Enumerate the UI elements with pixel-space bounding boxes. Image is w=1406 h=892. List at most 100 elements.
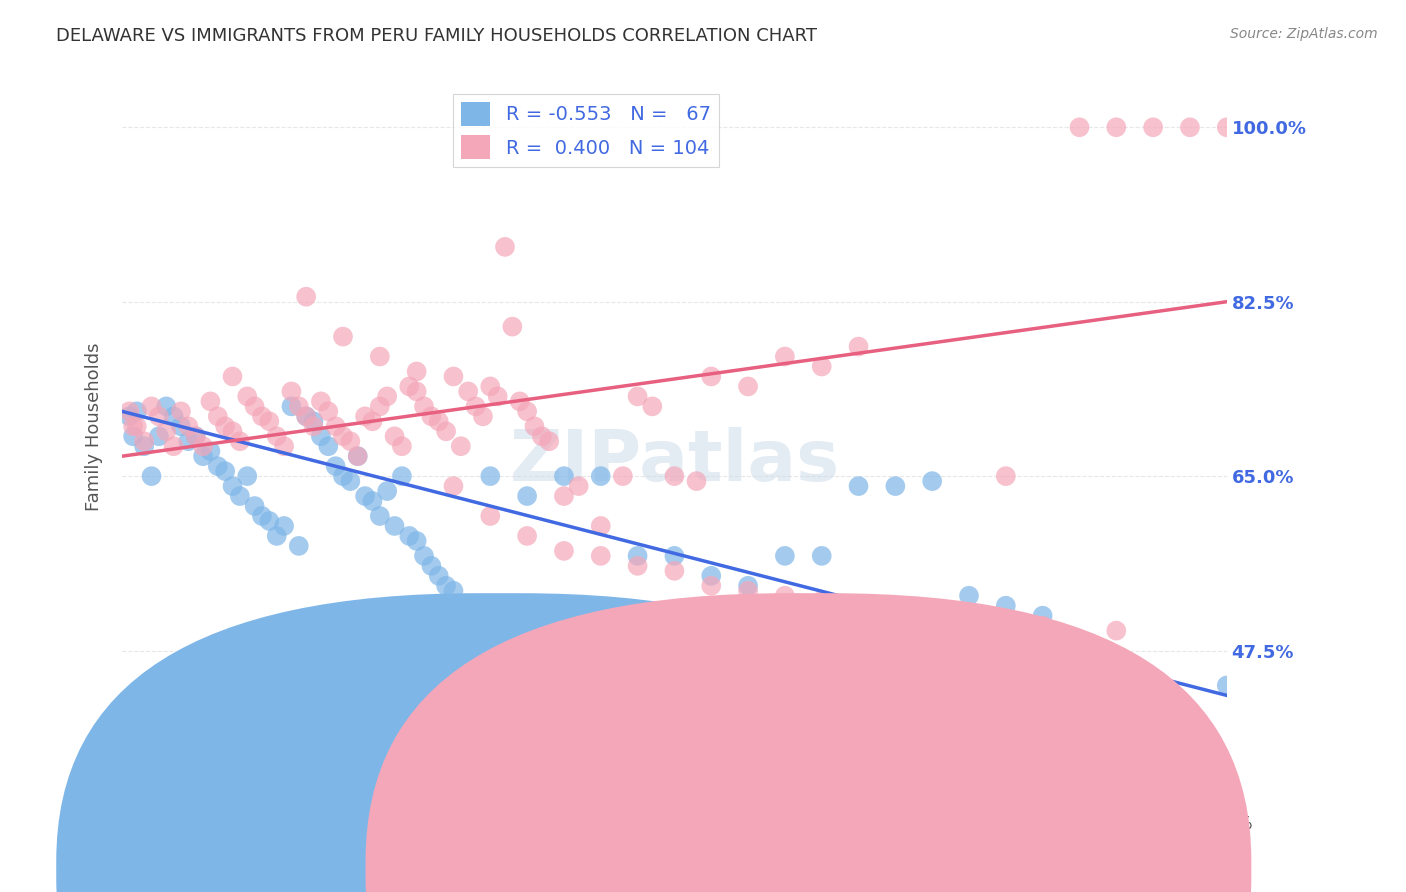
Point: [361, 494, 384, 508]
Point: [848, 599, 870, 613]
Point: [427, 414, 450, 428]
Point: [420, 558, 443, 573]
Point: [162, 409, 184, 424]
Point: [538, 434, 561, 449]
Point: [553, 489, 575, 503]
Point: [848, 479, 870, 493]
Point: [316, 404, 339, 418]
Point: [134, 439, 156, 453]
Point: [170, 419, 193, 434]
Point: [391, 469, 413, 483]
Point: [1142, 120, 1164, 135]
Point: [155, 400, 177, 414]
Point: [1178, 738, 1201, 752]
Point: [413, 400, 436, 414]
Point: [288, 539, 311, 553]
Text: Immigrants from Peru: Immigrants from Peru: [745, 856, 942, 874]
Point: [191, 449, 214, 463]
Point: [553, 469, 575, 483]
Point: [664, 549, 686, 563]
Point: [737, 579, 759, 593]
Point: [118, 409, 141, 424]
Legend: R = -0.553   N =   67, R =  0.400   N = 104: R = -0.553 N = 67, R = 0.400 N = 104: [453, 95, 718, 167]
Y-axis label: Family Households: Family Households: [86, 342, 103, 510]
Point: [810, 359, 832, 374]
Point: [685, 474, 707, 488]
Point: [1032, 618, 1054, 632]
Point: [155, 424, 177, 438]
Point: [346, 449, 368, 463]
Point: [471, 409, 494, 424]
Point: [177, 434, 200, 449]
Point: [325, 419, 347, 434]
Point: [118, 404, 141, 418]
Point: [612, 469, 634, 483]
Point: [773, 350, 796, 364]
Point: [1105, 120, 1128, 135]
Point: [516, 529, 538, 543]
Point: [921, 474, 943, 488]
Point: [221, 369, 243, 384]
Point: [1216, 120, 1239, 135]
Point: [420, 409, 443, 424]
Point: [309, 429, 332, 443]
Point: [122, 429, 145, 443]
Point: [1032, 608, 1054, 623]
Point: [332, 329, 354, 343]
Point: [266, 429, 288, 443]
Point: [346, 449, 368, 463]
Point: [339, 474, 361, 488]
Point: [384, 519, 406, 533]
Point: [375, 389, 398, 403]
Point: [450, 599, 472, 613]
Point: [214, 419, 236, 434]
Point: [273, 519, 295, 533]
Point: [443, 479, 465, 493]
Point: [368, 400, 391, 414]
Point: [427, 569, 450, 583]
Point: [957, 589, 980, 603]
Point: [626, 549, 648, 563]
Point: [398, 379, 420, 393]
Point: [810, 549, 832, 563]
Point: [221, 479, 243, 493]
Point: [207, 409, 229, 424]
Point: [184, 429, 207, 443]
Point: [354, 489, 377, 503]
Point: [457, 384, 479, 399]
Point: [443, 583, 465, 598]
Point: [479, 469, 502, 483]
Point: [214, 464, 236, 478]
Point: [280, 384, 302, 399]
Point: [626, 558, 648, 573]
Point: [405, 384, 427, 399]
Point: [1142, 689, 1164, 703]
Point: [266, 529, 288, 543]
Point: [148, 409, 170, 424]
Point: [250, 409, 273, 424]
Point: [309, 394, 332, 409]
Point: [339, 434, 361, 449]
Point: [141, 469, 163, 483]
Point: [243, 400, 266, 414]
Point: [384, 429, 406, 443]
Point: [773, 549, 796, 563]
Point: [700, 369, 723, 384]
Point: [229, 434, 252, 449]
Point: [259, 414, 281, 428]
Point: [589, 469, 612, 483]
Point: [700, 579, 723, 593]
Point: [501, 319, 523, 334]
Point: [479, 379, 502, 393]
Point: [626, 389, 648, 403]
Point: [589, 549, 612, 563]
Point: [295, 409, 318, 424]
Point: [236, 469, 259, 483]
Point: [134, 434, 156, 449]
Point: [884, 643, 907, 657]
Point: [125, 419, 148, 434]
Point: [1178, 120, 1201, 135]
Point: [434, 579, 457, 593]
Point: [259, 514, 281, 528]
Point: [229, 489, 252, 503]
